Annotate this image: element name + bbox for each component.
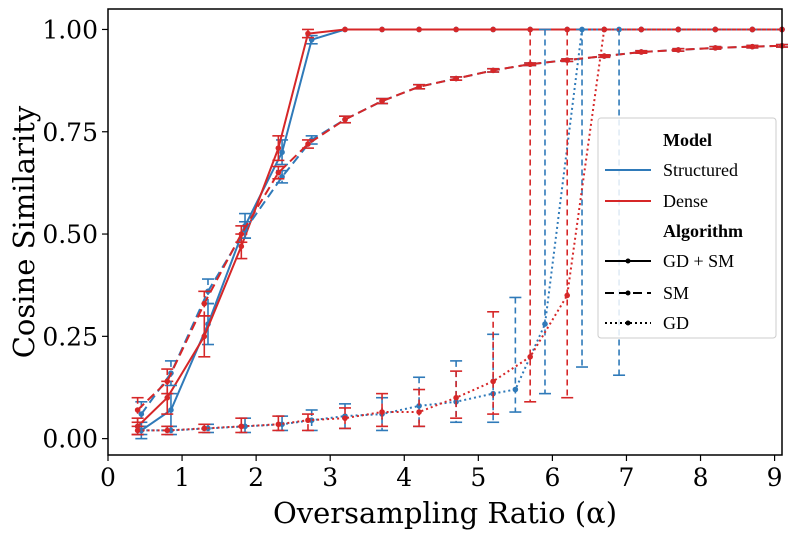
- tick-layer: 0 1 2 3 4 5 6 7 8 9 0.00 0.25 0.50 0.75 1.00: [42, 15, 782, 492]
- data-point: [238, 243, 245, 250]
- data-point: [749, 43, 756, 50]
- x-tick-label: 2: [248, 463, 264, 492]
- data-point: [490, 26, 496, 33]
- data-point: [527, 353, 533, 360]
- plot-frame: [107, 8, 783, 456]
- y-tick-label: 1.00: [42, 15, 98, 44]
- data-point: [275, 145, 282, 151]
- data-point: [564, 292, 571, 299]
- x-tick-label: 1: [174, 463, 190, 492]
- x-tick-label: 6: [544, 463, 560, 492]
- data-point: [416, 83, 422, 90]
- x-tick-label: 5: [470, 463, 486, 492]
- data-point: [305, 30, 311, 37]
- data-point: [164, 378, 171, 385]
- data-point: [579, 26, 585, 33]
- legend-gdsm-label: GD + SM: [663, 251, 734, 271]
- data-point: [490, 67, 496, 74]
- data-point: [164, 427, 171, 434]
- x-tick-label: 0: [100, 463, 116, 492]
- data-point: [601, 53, 608, 59]
- data-point: [305, 417, 311, 424]
- legend-sm-marker: [625, 290, 631, 296]
- data-point: [749, 26, 756, 33]
- legend-sm-label: SM: [663, 283, 689, 303]
- legend-algorithm-title: Algorithm: [663, 221, 743, 241]
- y-tick-label: 0.00: [42, 425, 98, 454]
- y-tick-label: 0.25: [42, 322, 98, 351]
- legend-box: [597, 117, 777, 339]
- data-point: [453, 394, 459, 401]
- data-point: [238, 423, 245, 430]
- data-point: [134, 407, 141, 413]
- data-point: [279, 149, 285, 156]
- data-point: [453, 26, 459, 33]
- data-point: [201, 425, 208, 432]
- data-point: [638, 26, 645, 33]
- data-point: [542, 321, 548, 327]
- data-point: [601, 26, 608, 33]
- data-point: [416, 403, 422, 409]
- data-point: [416, 26, 422, 33]
- data-point: [712, 45, 719, 51]
- data-point: [453, 75, 459, 82]
- x-tick-label: 4: [396, 463, 412, 492]
- data-point: [275, 421, 282, 428]
- data-point: [138, 411, 145, 417]
- legend-dense-label: Dense: [663, 191, 708, 211]
- x-tick-label: 3: [322, 463, 338, 492]
- data-point: [238, 231, 245, 237]
- data-point: [168, 407, 174, 413]
- y-axis-label: Cosine Similarity: [7, 105, 41, 358]
- legend-structured-label: Structured: [663, 160, 738, 180]
- data-point: [379, 26, 385, 33]
- data-point: [275, 169, 282, 176]
- legend-model-title: Model: [663, 130, 712, 150]
- x-tick-label: 8: [693, 463, 709, 492]
- data-point: [616, 26, 622, 33]
- x-axis-label: Oversampling Ratio (α): [273, 496, 617, 530]
- data-point: [201, 333, 208, 340]
- data-point: [712, 26, 719, 33]
- data-point: [342, 116, 348, 123]
- y-tick-label: 0.75: [42, 118, 98, 147]
- data-point: [512, 386, 519, 393]
- data-point: [201, 300, 208, 307]
- data-point: [134, 427, 141, 434]
- data-point: [164, 394, 171, 401]
- data-point: [675, 47, 682, 53]
- legend-gdsm-marker: [625, 258, 631, 264]
- data-point: [379, 409, 385, 415]
- data-point: [416, 409, 422, 415]
- series-dense-sm: [131, 43, 788, 424]
- legend-gd-marker: [625, 320, 631, 326]
- data-point: [342, 26, 348, 33]
- legend: Model Structured Dense Algorithm GD + SM…: [597, 117, 777, 339]
- data-point: [675, 26, 682, 33]
- series-layer: [131, 26, 788, 440]
- legend-gd-label: GD: [663, 313, 689, 333]
- data-point: [342, 415, 348, 421]
- data-point: [638, 49, 645, 55]
- x-tick-label: 9: [767, 463, 783, 492]
- data-point: [305, 141, 311, 147]
- data-point: [490, 378, 496, 385]
- x-tick-label: 7: [619, 463, 635, 492]
- data-point: [379, 98, 385, 104]
- y-tick-label: 0.50: [42, 220, 98, 249]
